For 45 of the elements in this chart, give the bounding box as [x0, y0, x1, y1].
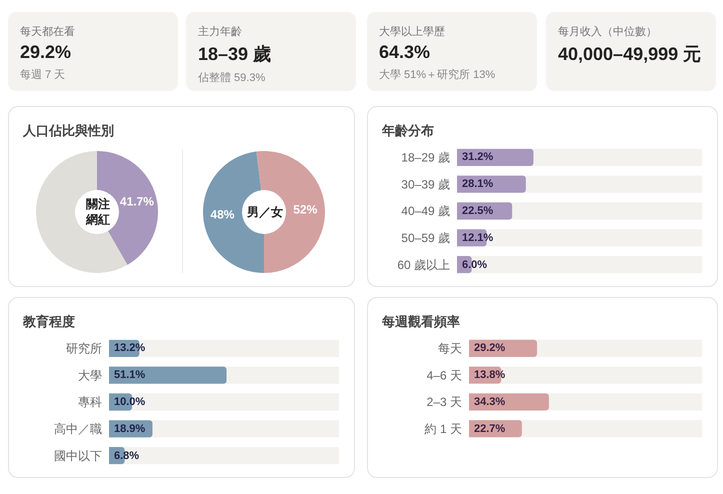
text: 每週 7 天: [20, 68, 66, 82]
text: 64.3%: [379, 42, 432, 63]
text: 40,000–49,999 元: [558, 43, 702, 66]
text: 關注網紅: [85, 197, 110, 227]
text: 29.2%: [20, 42, 72, 63]
y-tick-label: 約 1 天: [424, 422, 462, 436]
text: 每月收入（中位數）: [558, 25, 658, 39]
y-tick-label: 50–59 歲: [401, 231, 450, 245]
y-tick-label: 30–39 歲: [401, 177, 450, 192]
data-label: 29.2%: [474, 342, 506, 354]
chart-title: 人口佔比與性別: [23, 122, 114, 140]
text: 每天都在看: [20, 25, 76, 39]
data-label: 51.1%: [114, 369, 146, 381]
text: 大學以上學歷: [379, 25, 446, 39]
text: 男／女: [246, 205, 283, 219]
data-label: 18.9%: [114, 423, 146, 435]
y-tick-label: 40–49 歲: [401, 204, 450, 218]
y-tick-label: 專科: [78, 395, 102, 410]
data-label: 6.0%: [462, 259, 488, 271]
y-tick-label: 研究所: [66, 342, 102, 356]
y-tick-label: 大學: [78, 368, 102, 382]
text: 18–39 歲: [198, 43, 272, 66]
chart-title: 年齡分布: [382, 122, 434, 140]
text: 大學 51%＋研究所 13%: [379, 68, 496, 82]
text: 佔整體 59.3%: [198, 71, 266, 85]
data-label: 31.2%: [462, 151, 494, 163]
y-tick-label: 18–29 歲: [401, 150, 450, 165]
y-tick-label: 60 歲以上: [397, 258, 450, 272]
y-tick-label: 2–3 天: [426, 395, 462, 410]
data-label: 22.5%: [462, 205, 494, 217]
chart-title: 教育程度: [23, 313, 75, 331]
text: 主力年齡: [198, 24, 243, 39]
data-label: 48%: [210, 208, 235, 222]
chart-title: 每週觀看頻率: [382, 313, 460, 331]
data-label: 28.1%: [462, 178, 494, 190]
y-tick-label: 國中以下: [54, 448, 102, 463]
data-label: 34.3%: [474, 396, 506, 408]
data-label: 52%: [293, 202, 318, 216]
data-label: 22.7%: [474, 423, 506, 435]
data-label: 41.7%: [120, 194, 154, 208]
data-label: 13.8%: [474, 369, 506, 381]
y-tick-label: 高中／職: [54, 422, 102, 436]
donut-slice: [97, 151, 158, 265]
y-tick-label: 每天: [438, 342, 462, 356]
y-tick-label: 4–6 天: [426, 368, 462, 382]
